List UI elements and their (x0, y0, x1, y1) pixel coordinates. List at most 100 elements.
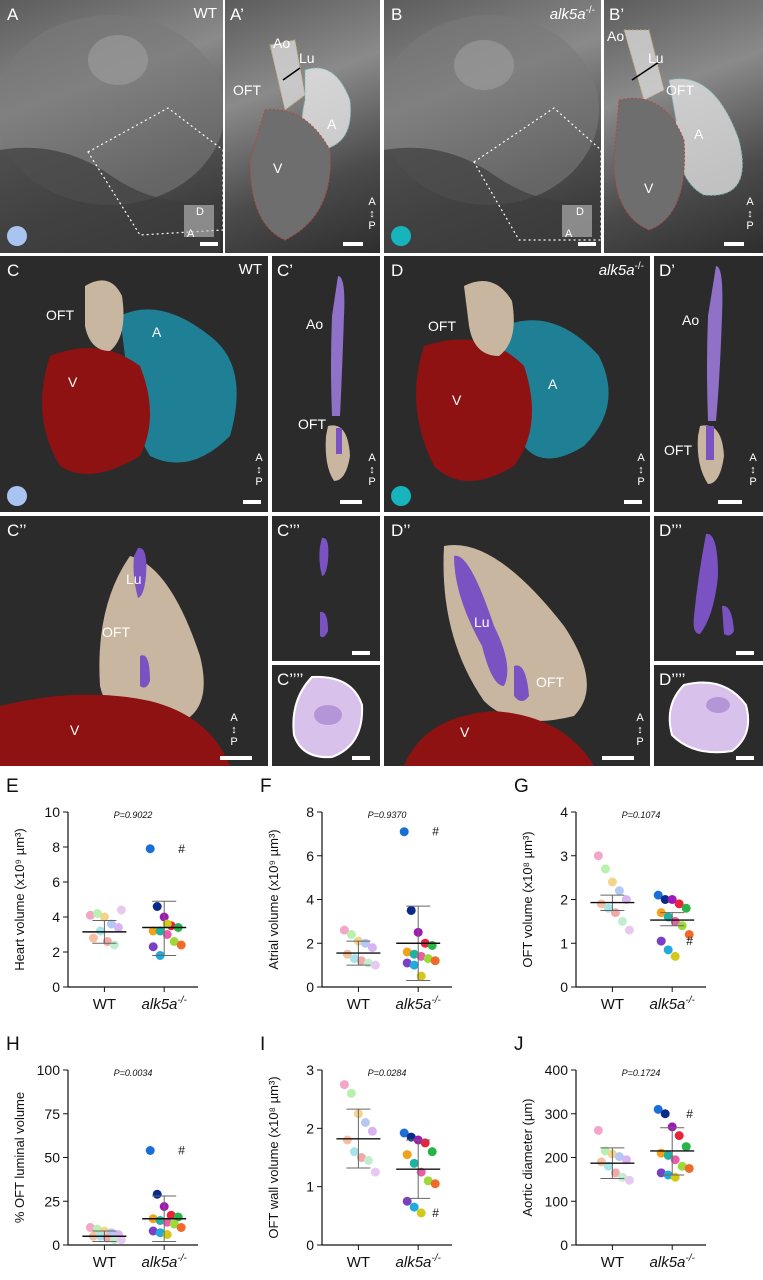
render-aorta-mutant (697, 266, 724, 484)
data-point (342, 1135, 352, 1145)
y-tick-label: 8 (306, 804, 314, 820)
y-tick-label: 200 (545, 1150, 569, 1166)
data-point (667, 895, 677, 904)
panel-c: C WT OFT A V A ↕ P (0, 256, 268, 512)
p-value: P=0.0284 (368, 1068, 407, 1078)
p-value: P=0.1074 (622, 810, 661, 820)
chart-panel-label: I (260, 1034, 265, 1055)
y-axis-label: Atrial volume (x10⁹ µm³) (266, 829, 281, 969)
lu-label: Lu (648, 50, 664, 66)
data-point (402, 1150, 412, 1160)
panel-d3: D’’’ (654, 516, 763, 661)
y-tick-label: 3 (560, 848, 568, 864)
y-axis-label: % OFT luminal volume (12, 1092, 27, 1223)
mutant-marker-dot (391, 226, 411, 246)
y-tick-label: 0 (306, 1237, 314, 1253)
chart-g: G P=0.1074 0 1 2 3 4 OFT volume (x10⁸ µm³) WT alk… (514, 776, 706, 1013)
oft-label: OFT (428, 318, 456, 334)
outlier-annotation: # (432, 1206, 439, 1220)
data-point (427, 940, 437, 950)
chart-h: H P=0.0034 0 25 50 75 100 % OFT luminal volume W… (6, 1034, 198, 1271)
x-tick-label: alk5a-/- (396, 995, 442, 1013)
scale-bar (352, 756, 370, 760)
data-point (670, 1155, 680, 1165)
y-tick-label: 8 (52, 839, 60, 855)
data-point (169, 937, 179, 946)
scale-bar (724, 242, 744, 246)
chart-panel-label: F (260, 776, 272, 797)
data-point (409, 1158, 419, 1168)
panel-label: D’ (659, 261, 676, 280)
y-tick-label: 400 (545, 1062, 569, 1078)
data-point (148, 942, 158, 952)
data-point (684, 930, 694, 939)
y-tick-label: 2 (52, 944, 60, 960)
data-point (162, 1217, 172, 1227)
data-point (603, 1161, 613, 1171)
oft-label: OFT (46, 307, 74, 323)
data-point (155, 926, 165, 936)
y-tick-label: 25 (44, 1193, 60, 1209)
scale-bar (220, 756, 252, 760)
data-point (674, 899, 684, 909)
data-point (656, 936, 666, 946)
oft-label: OFT (666, 82, 694, 98)
axis-d-label: D (196, 206, 204, 218)
x-tick-label: alk5a-/- (142, 1253, 188, 1271)
chart-panel-label: E (6, 776, 19, 797)
p-value: P=0.9370 (368, 810, 407, 820)
panel-c2: C’’ Lu OFT V A ↕ P (0, 516, 268, 766)
data-point (653, 890, 663, 900)
data-point (85, 910, 95, 920)
ap-axis-indicator: A ↕ P (230, 712, 238, 748)
ap-axis-indicator: A ↕ P (749, 452, 757, 488)
x-tick-label: alk5a-/- (396, 1253, 442, 1271)
data-point (614, 1152, 624, 1162)
y-tick-label: 0 (560, 1237, 568, 1253)
panel-label: D’’’’ (659, 670, 686, 689)
render-lumen-wt (319, 537, 329, 638)
ap-axis-indicator: A ↕ P (636, 712, 644, 748)
panel-label: D’’’ (659, 521, 682, 540)
axis-d-label: D (576, 206, 584, 218)
axis-a-label: A (565, 228, 573, 240)
data-point (148, 1226, 158, 1236)
data-point (370, 960, 380, 970)
data-point (621, 895, 631, 904)
data-point (370, 1167, 380, 1177)
atrium-label: A (152, 324, 162, 340)
x-tick-label: WT (347, 1254, 370, 1271)
outlier-annotation: # (686, 934, 693, 948)
data-point (610, 1168, 620, 1178)
chart-panel-label: J (514, 1034, 524, 1055)
data-point (416, 951, 426, 961)
y-tick-label: 2 (306, 1120, 314, 1136)
wt-marker-dot (7, 226, 27, 246)
data-point (660, 1109, 670, 1119)
data-point (402, 958, 412, 968)
y-tick-label: 50 (44, 1150, 60, 1166)
data-point (399, 827, 409, 837)
scale-bar (602, 756, 634, 760)
data-point (607, 877, 617, 887)
data-point (670, 951, 680, 961)
data-point (420, 1138, 430, 1148)
y-tick-label: 6 (306, 848, 314, 864)
data-point (593, 1125, 603, 1135)
data-point (600, 864, 610, 874)
data-point (406, 1132, 416, 1142)
panel-label: B’ (609, 5, 625, 24)
atrium-label: A (548, 376, 558, 392)
chart-f: F P=0.9370 0 2 4 6 8 Atrial volume (x10⁹ µm³) WT… (260, 776, 452, 1013)
chart-panel-label: H (6, 1034, 20, 1055)
wt-marker-dot (7, 486, 27, 506)
data-point (162, 930, 172, 939)
data-point (617, 916, 627, 926)
scale-bar (343, 242, 363, 246)
oft-label: OFT (298, 416, 326, 432)
data-point (596, 899, 606, 909)
scale-bar (243, 500, 261, 504)
ct-heart-wt (249, 39, 352, 241)
data-point (617, 1172, 627, 1182)
panel-label: C’’’ (277, 521, 300, 540)
